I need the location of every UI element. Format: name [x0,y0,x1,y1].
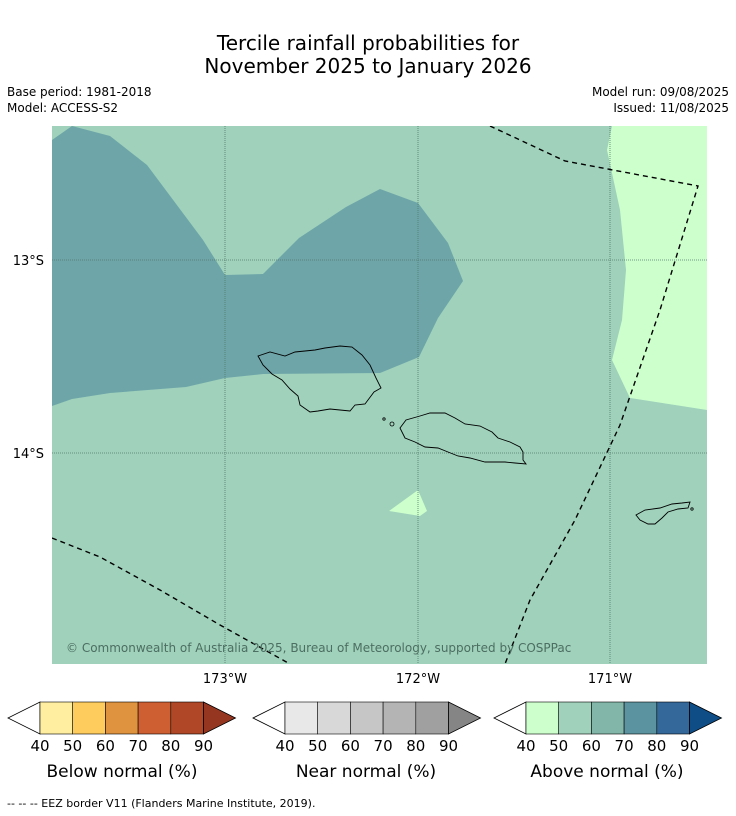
base-period-label: Base period: 1981-2018 [7,85,152,99]
colorbar-high-extend [203,701,237,735]
colorbar-segment [137,701,172,735]
colorbar-label-above: Above normal (%) [530,762,684,782]
copyright-note: © Commonwealth of Australia 2025, Bureau… [66,641,571,655]
colorbar-tick-label: 50 [549,737,568,755]
colorbar-tick-label: 40 [275,737,294,755]
aunuu-islet [690,507,694,511]
colorbar-segment [591,701,625,735]
colorbar-segment [72,701,106,735]
graticule [52,126,707,664]
colorbar-near-normal: 40 50 60 70 80 90 [252,701,482,755]
colorbar-segment [415,701,449,735]
colorbar-segment [525,701,560,735]
colorbar-tick-label: 80 [161,737,180,755]
colorbar-segment [105,701,139,735]
colorbar-above-normal: 40 50 60 70 80 90 [493,701,723,755]
map-title-line2: November 2025 to January 2026 [204,54,532,78]
map-area [52,126,707,664]
colorbar-high-extend [448,701,482,735]
colorbar-tick-label: 70 [374,737,393,755]
colorbar-tick-label: 60 [341,737,360,755]
eez-legend-note: -- -- -- EEZ border V11 (Flanders Marine… [7,797,316,810]
upolu-island [399,412,527,465]
colorbar-tick-label: 90 [194,737,213,755]
lon-label-171w: 171°W [588,672,632,687]
colorbar-tick-label: 50 [308,737,327,755]
savaii-island [257,345,382,413]
colorbar-tick-label: 70 [615,737,634,755]
colorbar-label-near: Near normal (%) [295,762,437,782]
colorbar-low-extend [7,701,41,735]
colorbar-tick-label: 80 [647,737,666,755]
model-label: Model: ACCESS-S2 [7,101,119,115]
colorbar-tick-label: 40 [516,737,535,755]
colorbar-tick-label: 70 [129,737,148,755]
tutuila-island [635,501,691,525]
colorbar-segment [284,701,319,735]
colorbar-low-extend [252,701,286,735]
eez-border [52,126,699,664]
lat-label-14s: 14°S [13,447,44,462]
colorbar-tick-label: 60 [582,737,601,755]
prob-region-40-east [607,126,707,410]
colorbar-segment [39,701,74,735]
colorbar-tick-label: 90 [680,737,699,755]
colorbar-tick-label: 50 [63,737,82,755]
colorbar-segment [558,701,592,735]
lat-label-13s: 13°S [13,254,44,269]
colorbar-segment [170,701,204,735]
prob-region-40-patch [389,490,427,516]
colorbar-segment [656,701,690,735]
colorbar-below-normal: 40 50 60 70 80 90 [7,701,237,755]
lon-label-173w: 173°W [203,672,247,687]
prob-region-70 [52,126,463,406]
model-run-label: Model run: 09/08/2025 [591,85,729,99]
colorbar-segment [317,701,351,735]
colorbar-segment [382,701,417,735]
colorbar-segment [623,701,658,735]
colorbar-tick-label: 80 [406,737,425,755]
manono-islet [389,421,395,427]
issued-label: Issued: 11/08/2025 [613,101,729,115]
colorbar-tick-label: 90 [439,737,458,755]
colorbar-high-extend [689,701,723,735]
map-title-line1: Tercile rainfall probabilities for [216,31,520,55]
colorbar-tick-label: 60 [96,737,115,755]
apolima-islet [382,417,386,421]
colorbar-tick-label: 40 [30,737,49,755]
colorbar-segment [350,701,384,735]
colorbar-label-below: Below normal (%) [46,762,198,782]
colorbar-low-extend [493,701,527,735]
lon-label-172w: 172°W [396,672,440,687]
